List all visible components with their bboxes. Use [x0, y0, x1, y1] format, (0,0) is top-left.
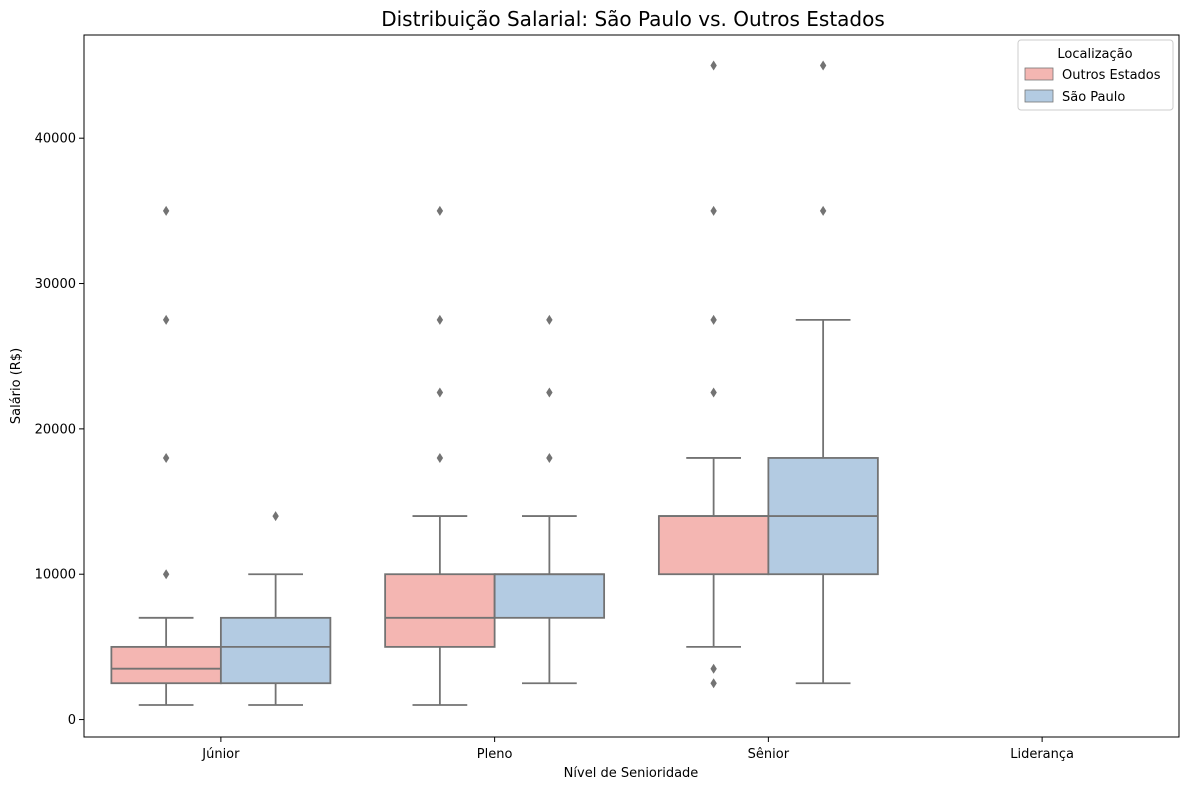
outlier-point	[710, 60, 717, 71]
outlier-point	[710, 387, 717, 398]
legend-swatch-sao-paulo	[1024, 89, 1054, 103]
iqr-box	[493, 573, 606, 619]
iqr-box	[110, 645, 222, 685]
box-outros-estados-junior	[110, 205, 222, 706]
outlier-point	[162, 569, 170, 580]
legend-label-outros-estados: Outros Estados	[1062, 68, 1161, 83]
y-axis-label: Salário (R$)	[9, 348, 24, 424]
outlier-point	[162, 452, 170, 463]
iqr-box	[219, 616, 332, 685]
outlier-point	[546, 452, 553, 463]
box-outros-estados-pleno	[384, 205, 496, 706]
x-axis-label: Nível de Senioridade	[564, 766, 699, 781]
outlier-point	[546, 387, 553, 398]
box-sao-paulo-junior	[219, 511, 332, 706]
box-sao-paulo-senior	[767, 60, 879, 685]
y-tick-label: 0	[68, 713, 76, 728]
box-series	[110, 60, 879, 706]
outlier-point	[546, 314, 553, 325]
x-tick-label-lideranca: Liderança	[1010, 747, 1074, 762]
outlier-point	[272, 511, 279, 522]
x-axis: Júnior Pleno Sênior Liderança	[201, 737, 1074, 762]
legend-frame	[1017, 39, 1174, 111]
iqr-box	[384, 573, 496, 648]
outlier-point	[819, 60, 827, 71]
y-tick-label: 30000	[35, 277, 76, 292]
y-tick-label: 10000	[35, 568, 76, 583]
outlier-point	[162, 314, 170, 325]
outlier-point	[436, 452, 444, 463]
x-tick-label-senior: Sênior	[748, 747, 790, 762]
box-sao-paulo-pleno	[493, 314, 606, 685]
legend: Localização Outros Estados São Paulo	[1017, 39, 1174, 111]
plot-area-frame	[83, 34, 1180, 738]
box-outros-estados-senior	[657, 60, 770, 689]
chart-title: Distribuição Salarial: São Paulo vs. Out…	[381, 7, 885, 31]
x-tick-label-junior: Júnior	[201, 747, 240, 762]
outlier-point	[819, 205, 827, 216]
outlier-point	[436, 314, 444, 325]
outlier-point	[436, 387, 444, 398]
iqr-box	[657, 515, 770, 576]
x-tick-label-pleno: Pleno	[477, 747, 513, 762]
legend-swatch-outros-estados	[1024, 67, 1054, 81]
y-tick-label: 40000	[35, 132, 76, 147]
legend-title: Localização	[1057, 47, 1132, 62]
outlier-point	[710, 678, 717, 689]
outlier-point	[436, 205, 444, 216]
outlier-point	[710, 205, 717, 216]
outlier-point	[162, 205, 170, 216]
y-tick-label: 20000	[35, 422, 76, 437]
legend-label-sao-paulo: São Paulo	[1062, 90, 1125, 105]
y-axis: 0 10000 20000 30000 40000	[35, 132, 84, 728]
outlier-point	[710, 663, 717, 674]
outlier-point	[710, 314, 717, 325]
